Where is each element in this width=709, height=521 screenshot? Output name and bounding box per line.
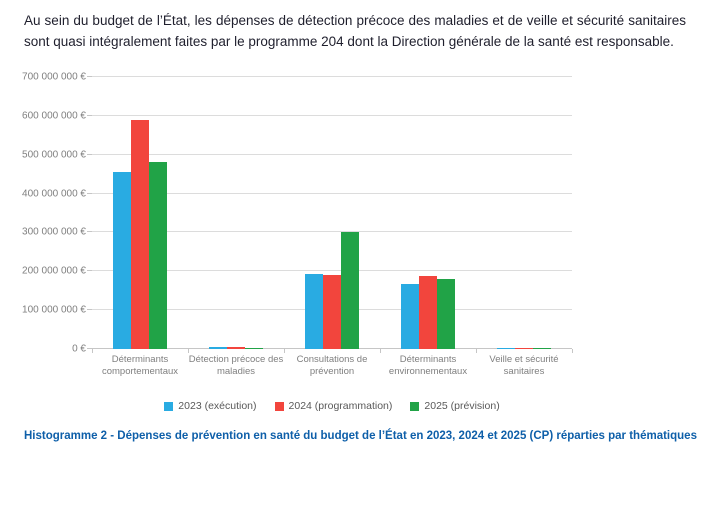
gridline <box>92 192 572 194</box>
bar-2024-cat2 <box>227 347 245 349</box>
bar-2025-cat3 <box>341 231 359 349</box>
x-axis-label: Veille et sécurité sanitaires <box>476 354 572 378</box>
legend-swatch <box>274 401 284 411</box>
gridline <box>92 231 572 233</box>
legend-label: 2023 (exécution) <box>178 400 257 412</box>
y-axis-label: 600 000 000 € <box>22 110 86 122</box>
y-axis-label: 0 € <box>72 343 86 355</box>
legend-item: 2024 (programmation) <box>274 400 393 412</box>
legend-item: 2025 (prévision) <box>410 400 500 412</box>
y-axis: 0 € 100 000 000 € 200 000 000 € 300 000 000… <box>13 72 92 355</box>
x-axis-tick <box>380 349 381 353</box>
prevention-histogram: 0 € 100 000 000 € 200 000 000 € 300 000 000… <box>13 72 709 412</box>
legend-item: 2023 (exécution) <box>164 400 257 412</box>
y-axis-label: 500 000 000 € <box>22 149 86 161</box>
y-axis-tick <box>87 270 92 272</box>
y-axis-tick <box>87 309 92 311</box>
gridline <box>92 153 572 155</box>
y-axis-label: 200 000 000 € <box>22 265 86 277</box>
x-axis-label: Détection précoce des maladies <box>188 354 284 378</box>
bar-2023-cat1 <box>113 172 131 349</box>
bar-2024-cat3 <box>323 275 341 349</box>
y-axis-label: 400 000 000 € <box>22 188 86 200</box>
x-axis-tick <box>188 349 189 353</box>
legend-swatch <box>164 401 174 411</box>
x-axis-label: Déterminants comportementaux <box>92 354 188 378</box>
gridline <box>92 270 572 272</box>
x-axis-label-line: Déterminants <box>111 354 169 365</box>
legend-label: 2025 (prévision) <box>424 400 500 412</box>
y-axis-tick <box>87 231 92 233</box>
bar-2024-cat1 <box>131 119 149 349</box>
x-axis-label-line: Détection précoce des <box>188 354 284 365</box>
x-axis-label-line: environnementaux <box>388 366 468 377</box>
x-axis-tick <box>476 349 477 353</box>
x-axis: Déterminants comportementaux Détection pré… <box>92 354 572 378</box>
gridline <box>92 114 572 116</box>
x-axis-tick <box>572 349 573 353</box>
y-axis-tick <box>87 76 92 77</box>
bar-2023-cat2 <box>209 346 227 349</box>
x-axis-label: Consultations de prévention <box>284 354 380 378</box>
x-axis-label-line: prévention <box>309 366 355 377</box>
x-axis-label: Déterminants environnementaux <box>380 354 476 378</box>
bar-2023-cat5 <box>497 348 515 349</box>
y-axis-tick <box>87 114 92 116</box>
bar-2025-cat5 <box>533 348 551 349</box>
x-axis-label-line: Veille et sécurité <box>489 354 559 365</box>
intro-paragraph: Au sein du budget de l’État, les dépense… <box>24 13 686 49</box>
bar-2023-cat3 <box>305 274 323 349</box>
chart-caption: Histogramme 2 - Dépenses de prévention e… <box>24 430 697 442</box>
legend-swatch <box>410 401 420 411</box>
chart-plot-row: 0 € 100 000 000 € 200 000 000 € 300 000 000… <box>13 72 709 355</box>
x-axis-label-line: Consultations de <box>296 354 368 365</box>
bar-2025-cat1 <box>149 162 167 349</box>
y-axis-tick <box>87 153 92 155</box>
legend-label: 2024 (programmation) <box>288 400 393 412</box>
plot-area <box>87 76 573 353</box>
bar-2023-cat4 <box>401 283 419 349</box>
bar-2024-cat5 <box>515 348 533 349</box>
y-axis-label: 700 000 000 € <box>22 71 86 83</box>
x-axis-label-line: maladies <box>216 366 256 377</box>
y-axis-label: 300 000 000 € <box>22 226 86 238</box>
x-axis-label-line: sanitaires <box>503 366 545 377</box>
y-axis-tick <box>87 348 92 349</box>
gridline <box>92 76 572 77</box>
x-axis-tick <box>284 349 285 353</box>
bar-2024-cat4 <box>419 275 437 349</box>
x-axis-label-line: Déterminants <box>399 354 457 365</box>
chart-legend: 2023 (exécution) 2024 (programmation) 2025… <box>92 400 572 412</box>
bar-2025-cat2 <box>245 348 263 349</box>
x-axis-tick <box>92 349 93 353</box>
y-axis-tick <box>87 192 92 194</box>
y-axis-label: 100 000 000 € <box>22 304 86 316</box>
bar-2025-cat4 <box>437 279 455 349</box>
x-axis-label-line: comportementaux <box>101 366 179 377</box>
